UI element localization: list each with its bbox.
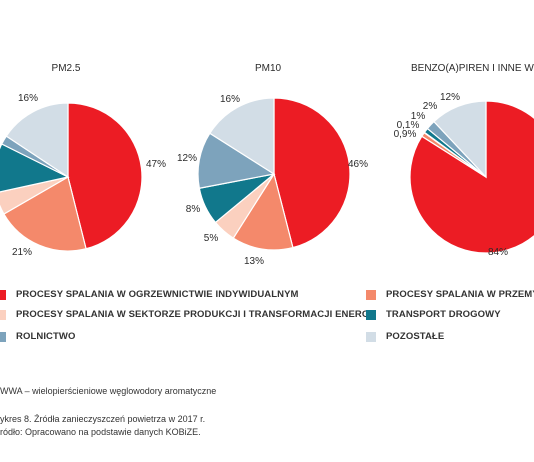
legend-item: POZOSTAŁE	[366, 331, 444, 342]
pie-charts: PM2.5 47% 21% 16% PM10 46% 13% 5% 8% 12% 16% BENZO(…	[0, 63, 534, 267]
legend-swatch	[366, 289, 376, 300]
legend: PROCESY SPALANIA W OGRZEWNICTWIE INDYWID…	[0, 286, 534, 346]
slice-label: 16%	[18, 93, 38, 104]
legend-label: PROCESY SPALANIA W PRZEMY	[386, 289, 534, 300]
slice-label: 8%	[186, 204, 201, 215]
legend-item: ROLNICTWO	[0, 331, 75, 342]
legend-swatch	[0, 309, 6, 320]
source-note: ródło: Opracowano na podstawie danych KO…	[0, 427, 201, 437]
legend-label: PROCESY SPALANIA W SEKTORZE PRODUKCJI I …	[16, 309, 375, 320]
legend-item: PROCESY SPALANIA W PRZEMY	[366, 289, 534, 300]
slice-label: 2%	[423, 101, 438, 112]
pie-title: BENZO(A)PIREN I INNE WW	[411, 63, 534, 74]
pie-slice	[273, 97, 351, 249]
slice-label: 0,9%	[394, 129, 417, 140]
pie-slice	[0, 176, 69, 215]
legend-item: TRANSPORT DROGOWY	[366, 309, 501, 320]
pie-title: PM2.5	[52, 63, 81, 74]
legend-swatch	[366, 309, 376, 320]
slice-label: 5%	[204, 233, 219, 244]
legend-swatch	[0, 331, 6, 342]
slice-label: 12%	[440, 92, 460, 103]
slice-label: 84%	[488, 247, 508, 258]
pie-slice	[5, 102, 69, 179]
pie-slice	[409, 100, 534, 254]
slice-label: 13%	[244, 256, 264, 267]
legend-swatch	[0, 289, 6, 300]
legend-label: PROCESY SPALANIA W OGRZEWNICTWIE INDYWID…	[16, 289, 299, 300]
pie-slice	[433, 100, 487, 179]
pie-slice	[232, 172, 294, 251]
pie-slice	[209, 97, 275, 176]
slice-label: 1%	[411, 111, 426, 122]
legend-swatch	[366, 331, 376, 342]
figure-caption: ykres 8. Źródła zanieczyszczeń powietrza…	[0, 414, 206, 424]
slice-label: 16%	[220, 94, 240, 105]
abbreviation-note: WWA – wielopierścieniowe węglowodory aro…	[0, 386, 217, 396]
slice-label: 12%	[177, 153, 197, 164]
legend-item: PROCESY SPALANIA W OGRZEWNICTWIE INDYWID…	[0, 289, 299, 300]
pie-slice	[67, 102, 143, 250]
slice-label: 46%	[348, 159, 368, 170]
legend-label: POZOSTAŁE	[386, 331, 445, 342]
legend-item: PROCESY SPALANIA W SEKTORZE PRODUKCJI I …	[0, 309, 375, 320]
pie-title: PM10	[255, 63, 282, 74]
legend-label: TRANSPORT DROGOWY	[386, 309, 501, 320]
pie-slice	[3, 176, 87, 252]
slice-label: 21%	[12, 247, 32, 258]
slice-label: 47%	[146, 159, 166, 170]
legend-label: ROLNICTWO	[16, 331, 76, 342]
slice-label: 0,1%	[397, 120, 420, 131]
